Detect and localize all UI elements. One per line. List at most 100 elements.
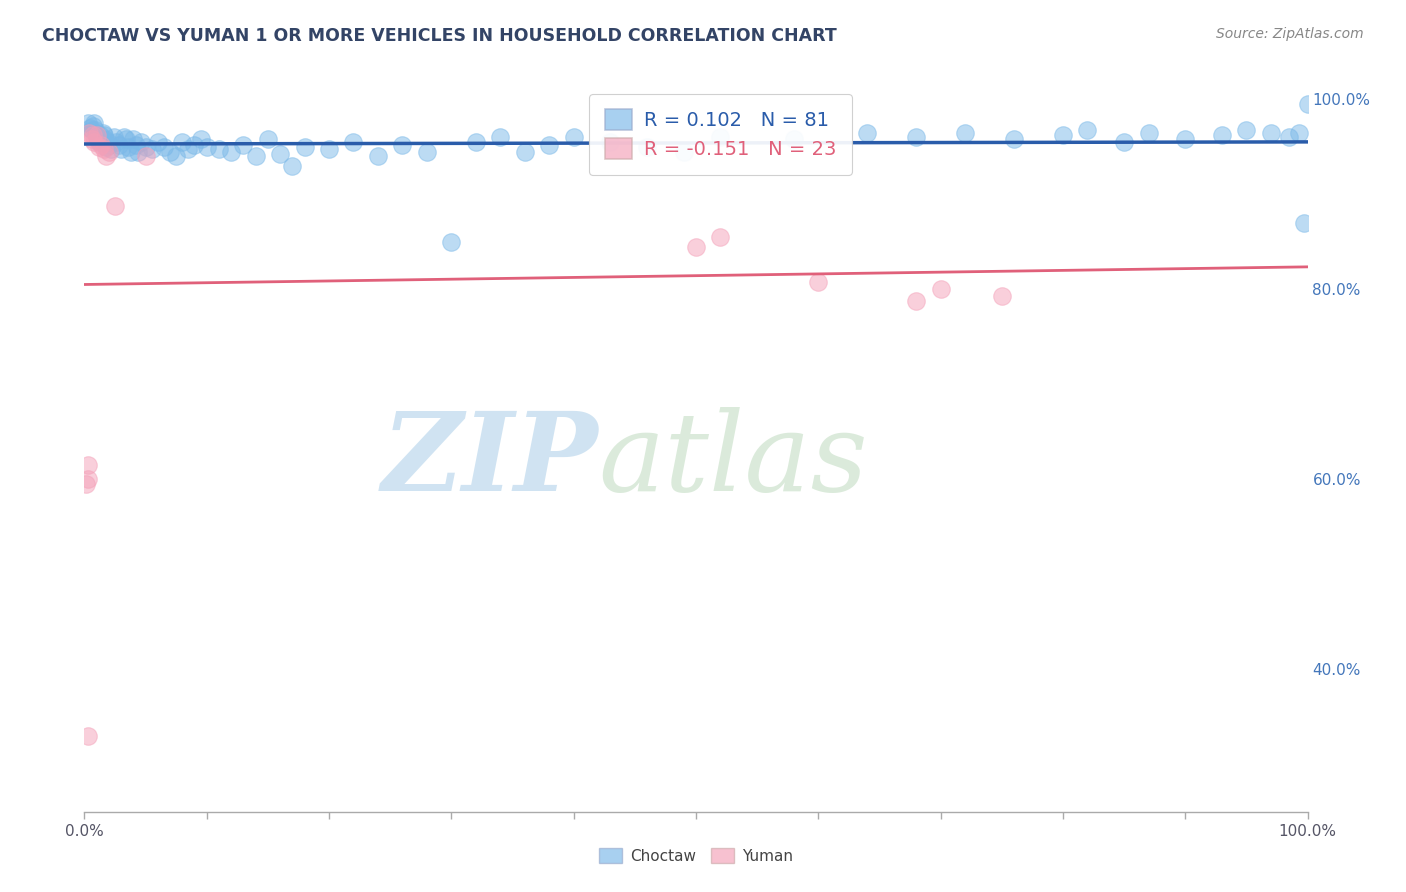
Point	[416, 145, 439, 159]
Point	[1076, 122, 1098, 136]
Point	[232, 137, 254, 152]
Point	[709, 230, 731, 244]
Point	[77, 857, 100, 871]
Point	[1292, 216, 1315, 230]
Point	[103, 130, 125, 145]
Point	[84, 122, 107, 136]
Point	[1296, 97, 1319, 112]
Point	[1174, 132, 1197, 146]
Point	[96, 149, 118, 163]
Point	[464, 135, 486, 149]
Point	[94, 132, 117, 146]
Point	[79, 120, 101, 135]
Point	[281, 159, 304, 173]
Point	[104, 199, 127, 213]
Point	[1211, 128, 1233, 143]
Point	[77, 472, 100, 486]
Point	[82, 128, 104, 143]
Point	[89, 128, 111, 143]
Point	[183, 137, 205, 152]
Point	[440, 235, 463, 249]
Point	[856, 126, 879, 140]
Point	[1278, 130, 1301, 145]
Point	[1137, 126, 1160, 140]
Point	[929, 282, 952, 296]
Point	[75, 477, 97, 491]
Text: Source: ZipAtlas.com: Source: ZipAtlas.com	[1216, 27, 1364, 41]
Point	[120, 145, 142, 159]
Point	[159, 145, 181, 159]
Point	[905, 293, 928, 308]
Point	[294, 140, 316, 154]
Point	[77, 458, 100, 472]
Point	[269, 147, 291, 161]
Text: atlas: atlas	[598, 407, 868, 515]
Point	[489, 130, 512, 145]
Point	[87, 140, 110, 154]
Point	[135, 149, 157, 163]
Point	[86, 130, 108, 145]
Point	[367, 149, 389, 163]
Point	[599, 135, 621, 149]
Point	[141, 142, 163, 156]
Point	[146, 135, 169, 149]
Legend: Choctaw, Yuman: Choctaw, Yuman	[593, 842, 799, 870]
Point	[135, 140, 157, 154]
Point	[538, 137, 561, 152]
Point	[991, 289, 1014, 303]
Point	[125, 137, 148, 152]
Point	[953, 126, 976, 140]
Point	[87, 132, 110, 146]
Text: ZIP: ZIP	[381, 407, 598, 515]
Point	[257, 132, 280, 146]
Text: CHOCTAW VS YUMAN 1 OR MORE VEHICLES IN HOUSEHOLD CORRELATION CHART: CHOCTAW VS YUMAN 1 OR MORE VEHICLES IN H…	[42, 27, 837, 45]
Point	[1236, 122, 1258, 136]
Point	[77, 126, 100, 140]
Point	[562, 130, 585, 145]
Point	[80, 132, 103, 146]
Point	[110, 142, 132, 156]
Point	[127, 145, 149, 159]
Point	[318, 142, 340, 156]
Point	[77, 729, 100, 743]
Point	[190, 132, 212, 146]
Point	[86, 128, 108, 143]
Point	[672, 145, 695, 159]
Point	[77, 116, 100, 130]
Point	[97, 137, 120, 152]
Point	[83, 116, 105, 130]
Point	[783, 132, 806, 146]
Point	[1288, 126, 1310, 140]
Point	[1260, 126, 1282, 140]
Point	[97, 135, 120, 149]
Point	[195, 140, 218, 154]
Point	[807, 275, 830, 289]
Point	[165, 149, 187, 163]
Point	[153, 140, 176, 154]
Point	[391, 137, 413, 152]
Point	[93, 128, 115, 143]
Point	[93, 142, 115, 156]
Point	[80, 122, 103, 136]
Point	[172, 135, 194, 149]
Point	[100, 142, 122, 156]
Point	[1002, 132, 1025, 146]
Point	[117, 140, 139, 154]
Point	[107, 137, 129, 152]
Point	[82, 119, 104, 133]
Point	[905, 130, 928, 145]
Point	[636, 140, 658, 154]
Point	[245, 149, 267, 163]
Point	[112, 130, 135, 145]
Point	[87, 135, 110, 149]
Point	[177, 142, 200, 156]
Point	[83, 135, 105, 149]
Point	[129, 135, 152, 149]
Point	[105, 135, 128, 149]
Point	[90, 137, 112, 152]
Point	[342, 135, 364, 149]
Point	[709, 130, 731, 145]
Point	[91, 126, 114, 140]
Point	[219, 145, 242, 159]
Point	[97, 145, 120, 159]
